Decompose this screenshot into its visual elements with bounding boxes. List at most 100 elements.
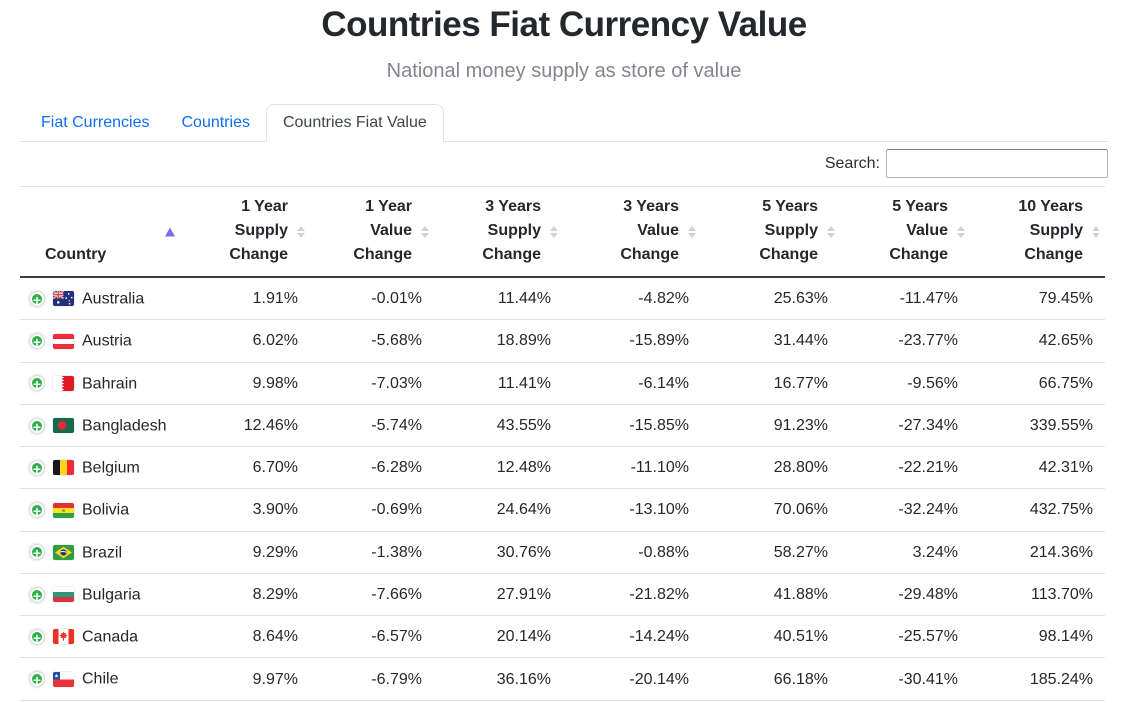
value-cell: 9.97% xyxy=(185,657,310,701)
country-cell: + Belgium xyxy=(20,446,185,490)
value-cell: 11.44% xyxy=(434,277,563,321)
tab-countries[interactable]: Countries xyxy=(181,114,250,131)
value-cell: -9.56% xyxy=(840,362,970,405)
value-cell: -29.48% xyxy=(840,573,970,617)
table-body: + Australia 1.91% -0.01% 11.44% -4.82% 25.63% -… xyxy=(20,277,1105,701)
page-title: Countries Fiat Currency Value xyxy=(321,5,807,44)
chile-flag-icon xyxy=(53,671,74,687)
value-cell: 6.02% xyxy=(185,319,310,363)
expand-row-plus-icon[interactable]: + xyxy=(30,376,44,391)
value-cell: -7.66% xyxy=(310,573,434,617)
value-cell: 66.18% xyxy=(701,657,840,701)
country-name: Belgium xyxy=(82,459,140,477)
value-cell: 42.65% xyxy=(970,319,1105,363)
bulgaria-flag-icon xyxy=(53,587,74,603)
value-cell: 432.75% xyxy=(970,488,1105,532)
value-cell: -6.14% xyxy=(563,362,701,405)
expand-row-plus-icon[interactable]: + xyxy=(30,545,44,560)
search-label: Search: xyxy=(824,154,880,172)
country-name: Bolivia xyxy=(82,501,130,519)
column-header-value-5y[interactable]: 5 Years Value Change xyxy=(840,186,970,278)
tab-countries-fiat-value[interactable]: Countries Fiat Value xyxy=(265,104,444,142)
value-cell: 30.76% xyxy=(434,531,563,574)
column-header-text: 1 Year xyxy=(365,198,412,215)
table-row: + Brazil 9.29% -1.38% 30.76% -0.88% 58.27% 3.24… xyxy=(20,531,1105,574)
value-cell: 12.46% xyxy=(185,404,310,448)
value-cell: -13.10% xyxy=(563,488,701,532)
value-cell: 6.70% xyxy=(185,446,310,490)
column-header-supply-10y[interactable]: 10 Years Supply Change xyxy=(970,186,1105,278)
country-name: Austria xyxy=(82,332,132,350)
value-cell: 27.91% xyxy=(434,573,563,617)
column-header-text: Country xyxy=(45,246,107,263)
value-cell: 41.88% xyxy=(701,573,840,617)
column-header-text: Change xyxy=(1024,246,1083,263)
value-cell: -4.82% xyxy=(563,277,701,321)
value-cell: 20.14% xyxy=(434,615,563,659)
expand-row-plus-icon[interactable]: + xyxy=(30,503,44,518)
column-header-text: 3 Years xyxy=(485,198,541,215)
australia-flag-icon xyxy=(53,291,74,307)
search-input[interactable] xyxy=(886,149,1108,178)
value-cell: 36.16% xyxy=(434,657,563,701)
column-header-text: Supply xyxy=(1029,222,1083,239)
expand-row-plus-icon[interactable]: + xyxy=(30,629,44,645)
value-cell: -27.34% xyxy=(840,404,970,448)
austria-flag-icon xyxy=(53,333,74,349)
value-cell: -15.89% xyxy=(563,319,701,363)
expand-row-plus-icon[interactable]: + xyxy=(30,418,44,434)
column-header-country[interactable]: Country xyxy=(20,186,185,278)
column-header-value-1y[interactable]: 1 Year Value Change xyxy=(310,186,434,278)
bolivia-flag-icon xyxy=(53,502,74,518)
value-cell: 25.63% xyxy=(701,277,840,321)
column-header-supply-5y[interactable]: 5 Years Supply Change xyxy=(701,186,840,278)
value-cell: 79.45% xyxy=(970,277,1105,321)
column-header-supply-1y[interactable]: 1 Year Supply Change xyxy=(185,186,310,278)
value-cell: -6.28% xyxy=(310,446,434,490)
value-cell: -7.03% xyxy=(310,362,434,405)
country-name: Bulgaria xyxy=(82,586,141,604)
value-cell: -20.14% xyxy=(563,657,701,701)
value-cell: 9.98% xyxy=(185,362,310,405)
country-name: Brazil xyxy=(82,543,123,561)
country-cell: + Bahrain xyxy=(20,362,185,405)
bangladesh-flag-icon xyxy=(53,418,74,434)
expand-row-plus-icon[interactable]: + xyxy=(30,460,44,476)
brazil-flag-icon xyxy=(53,544,74,560)
tab-fiat-currencies[interactable]: Fiat Currencies xyxy=(41,114,150,131)
expand-row-plus-icon[interactable]: + xyxy=(30,334,44,349)
value-cell: -5.74% xyxy=(310,404,434,448)
sort-unsorted-icon xyxy=(957,225,965,238)
column-header-text: Value xyxy=(370,222,412,239)
country-name: Bahrain xyxy=(82,374,138,392)
table-header-row: Country 1 Year Supply Change 1 Year Value Chan… xyxy=(20,186,1105,278)
value-cell: 113.70% xyxy=(970,573,1105,617)
column-header-supply-3y[interactable]: 3 Years Supply Change xyxy=(434,186,563,278)
value-cell: 214.36% xyxy=(970,531,1105,574)
value-cell: 58.27% xyxy=(701,531,840,574)
country-name: Chile xyxy=(82,670,119,688)
value-cell: -11.47% xyxy=(840,277,970,321)
value-cell: 16.77% xyxy=(701,362,840,405)
table-row: + Bahrain 9.98% -7.03% 11.41% -6.14% 16.77% -9.… xyxy=(20,362,1105,405)
sort-unsorted-icon xyxy=(421,225,429,238)
value-cell: 43.55% xyxy=(434,404,563,448)
value-cell: 9.29% xyxy=(185,531,310,574)
column-header-value-3y[interactable]: 3 Years Value Change xyxy=(563,186,701,278)
column-header-text: Value xyxy=(637,222,679,239)
country-cell: + Bulgaria xyxy=(20,573,185,617)
expand-row-plus-icon[interactable]: + xyxy=(30,291,44,307)
country-cell: + Chile xyxy=(20,657,185,701)
expand-row-plus-icon[interactable]: + xyxy=(30,672,44,687)
value-cell: -21.82% xyxy=(563,573,701,617)
column-header-text: 1 Year xyxy=(241,198,288,215)
table-row: + Belgium 6.70% -6.28% 12.48% -11.10% 28.80% -2… xyxy=(20,446,1105,490)
value-cell: -23.77% xyxy=(840,319,970,363)
country-name: Canada xyxy=(82,628,139,646)
value-cell: -15.85% xyxy=(563,404,701,448)
country-cell: + Bangladesh xyxy=(20,404,185,448)
value-cell: -14.24% xyxy=(563,615,701,659)
value-cell: -11.10% xyxy=(563,446,701,490)
value-cell: -0.69% xyxy=(310,488,434,532)
expand-row-plus-icon[interactable]: + xyxy=(30,587,44,603)
